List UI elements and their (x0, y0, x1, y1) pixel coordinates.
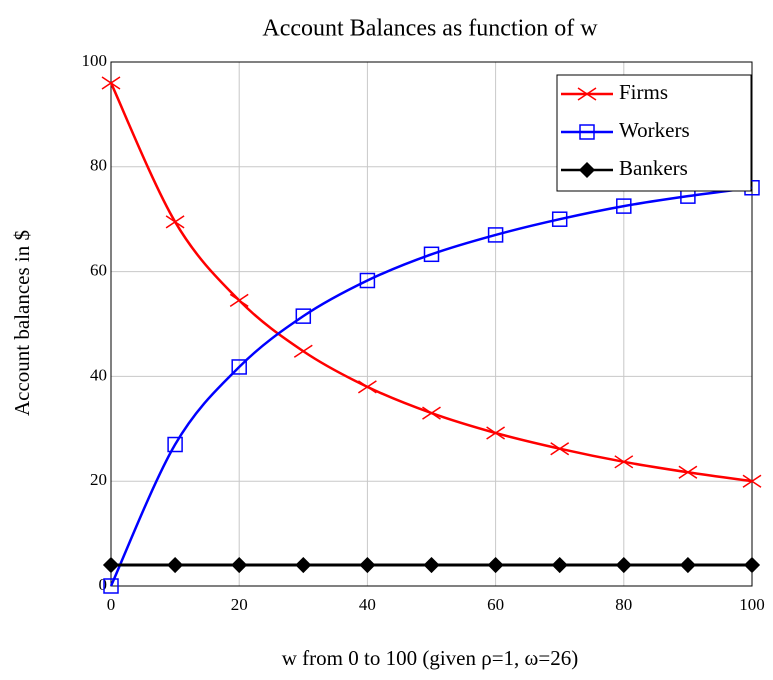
series-line (109, 186, 753, 587)
y-tick-label: 20 (90, 470, 107, 489)
marker (359, 556, 376, 574)
y-tick-label: 100 (82, 51, 108, 70)
marker (486, 426, 506, 440)
marker (359, 272, 376, 289)
marker (742, 474, 762, 488)
y-tick-label: 0 (99, 575, 108, 594)
marker (615, 556, 632, 574)
marker (616, 198, 632, 214)
marker (551, 556, 568, 574)
marker (295, 556, 312, 574)
legend-label: Bankers (619, 156, 688, 180)
marker (679, 556, 696, 574)
marker (551, 211, 568, 227)
y-tick-label: 40 (90, 365, 107, 384)
marker (423, 556, 440, 574)
y-tick-label: 80 (90, 156, 107, 175)
legend-label: Firms (619, 80, 668, 104)
marker (167, 556, 184, 574)
marker (167, 436, 183, 453)
x-tick-label: 0 (107, 595, 116, 614)
marker (295, 308, 312, 324)
marker (103, 578, 119, 594)
marker (231, 359, 247, 375)
legend-marker (578, 161, 596, 179)
plot-frame (110, 61, 753, 587)
legend-marker (579, 124, 595, 140)
marker (487, 556, 504, 574)
marker (357, 380, 377, 394)
marker (102, 556, 120, 574)
legend-label: Workers (619, 118, 690, 142)
x-tick-label: 20 (231, 595, 248, 614)
marker (101, 76, 121, 90)
marker (743, 556, 761, 574)
marker (487, 227, 504, 243)
x-tick-label: 80 (615, 595, 632, 614)
marker (293, 344, 313, 358)
y-axis-label: Account balances in $ (10, 230, 34, 416)
x-axis-label: w from 0 to 100 (given ρ=1, ω=26) (282, 646, 578, 670)
y-tick-label: 60 (90, 261, 107, 280)
marker (614, 455, 634, 469)
marker (422, 406, 441, 420)
marker (165, 215, 185, 229)
series-line (109, 82, 753, 483)
legend: Firms Workers Bankers (556, 74, 752, 192)
x-tick-label: 40 (359, 595, 376, 614)
marker (231, 556, 248, 574)
marker (678, 465, 698, 479)
marker (229, 293, 249, 308)
chart-title: Account Balances as function of w (262, 16, 598, 42)
x-tick-label: 60 (487, 595, 504, 614)
marker (550, 442, 570, 456)
legend-marker (577, 87, 597, 101)
marker (423, 246, 440, 263)
x-tick-label: 100 (739, 595, 765, 614)
